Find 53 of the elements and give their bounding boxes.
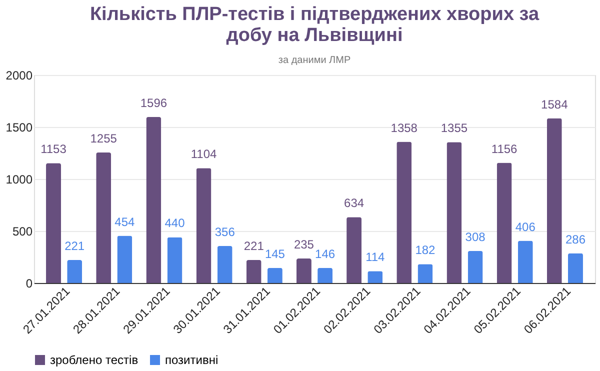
bar: [117, 236, 132, 283]
bar: [468, 250, 483, 283]
data-label: 1104: [190, 147, 217, 162]
data-label: 182: [415, 243, 436, 258]
data-label: 308: [465, 230, 486, 244]
data-label: 1358: [390, 120, 418, 135]
data-label: 1156: [491, 142, 518, 156]
chart-title: Кількість ПЛР-тестів і підтверджених хворих за добу на Львівщині: [90, 4, 540, 46]
data-label: 114: [366, 250, 386, 264]
data-label: 1355: [440, 121, 468, 136]
data-label: 145: [264, 246, 286, 261]
data-label: 406: [515, 220, 536, 234]
y-tick-label: 500: [12, 224, 33, 238]
y-tick-label: 1000: [6, 172, 33, 186]
bar: [67, 260, 82, 283]
bar: [568, 253, 583, 283]
bar: [296, 258, 312, 283]
legend-label: позитивні: [165, 353, 218, 367]
bar: [146, 117, 162, 283]
bar: [396, 142, 412, 283]
data-label: 440: [164, 216, 186, 230]
bar: [96, 152, 112, 283]
data-label: 146: [315, 246, 336, 261]
data-label: 1596: [140, 96, 168, 110]
chart-subtitle: за даними ЛМР: [278, 55, 351, 66]
bar: [246, 260, 262, 283]
bar: [318, 268, 333, 283]
bar: [368, 271, 383, 283]
bar: [196, 168, 212, 283]
y-tick-label: 2000: [6, 68, 33, 82]
data-label: 454: [114, 214, 136, 229]
legend-label: зроблено тестів: [50, 353, 138, 367]
bar: [267, 268, 282, 283]
data-label: 221: [244, 239, 264, 254]
bar: [167, 237, 182, 283]
data-label: 1153: [40, 142, 67, 156]
bar: [496, 162, 512, 283]
data-label: 221: [64, 239, 85, 254]
data-label: 356: [214, 224, 236, 239]
bar: [217, 246, 232, 283]
y-tick-label: 0: [26, 276, 33, 290]
data-label: 1584: [541, 97, 568, 112]
bar: [46, 163, 62, 283]
y-tick-label: 1500: [6, 120, 33, 134]
bar: [518, 240, 533, 283]
bar: [418, 264, 433, 283]
bar: [346, 217, 362, 283]
bar: [546, 118, 562, 283]
data-label: 1255: [90, 131, 118, 146]
bar: [446, 142, 462, 283]
data-label: 286: [565, 232, 586, 246]
data-label: 634: [344, 196, 364, 210]
data-label: 235: [294, 238, 314, 252]
